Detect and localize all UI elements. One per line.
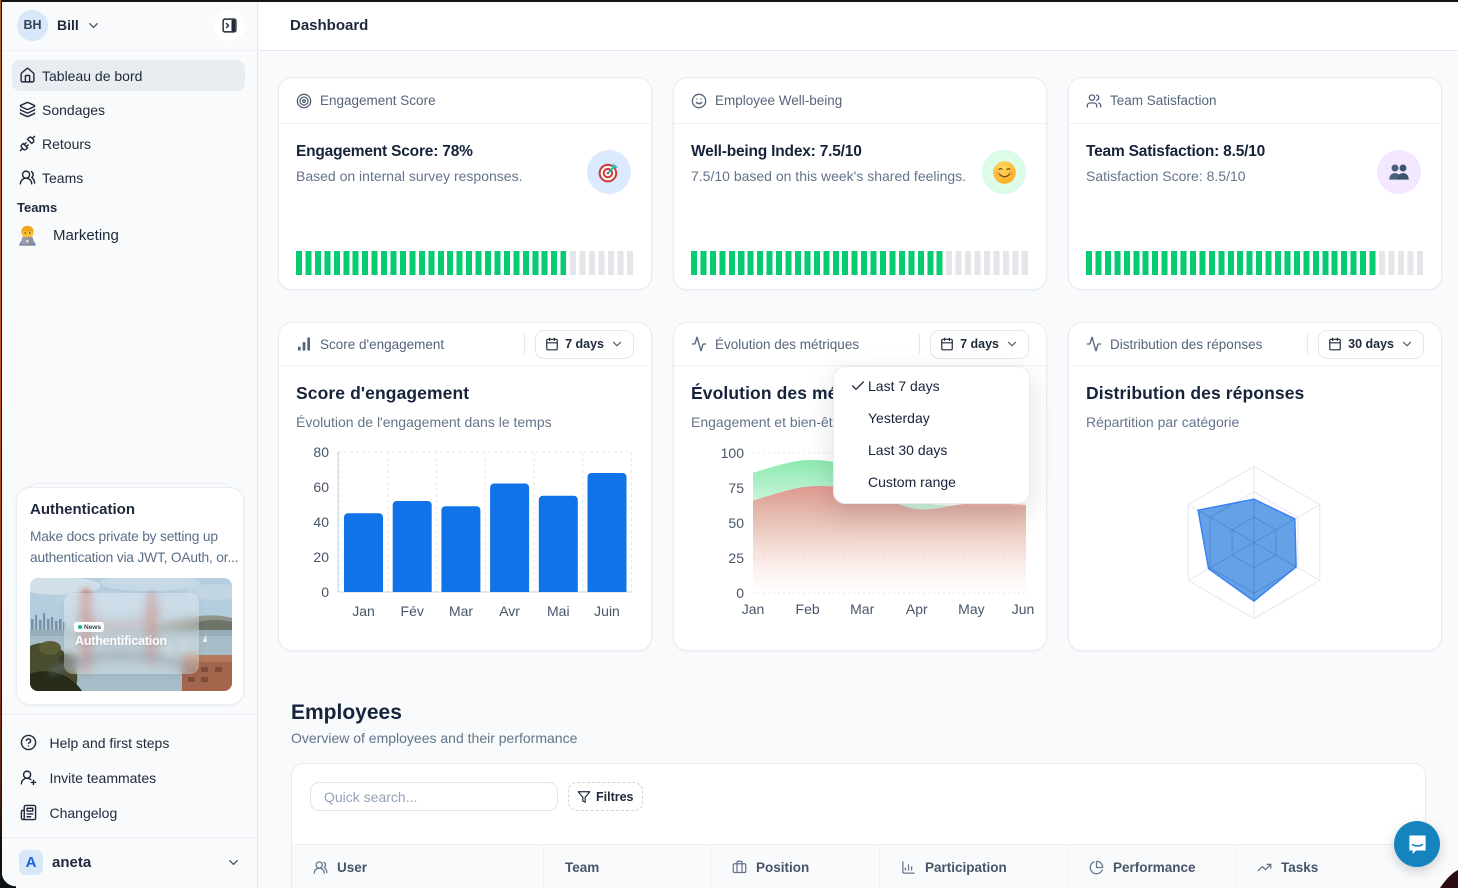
svg-text:Mai: Mai: [547, 603, 570, 619]
svg-text:Feb: Feb: [796, 601, 820, 617]
svg-text:0: 0: [321, 584, 329, 600]
svg-text:Avr: Avr: [499, 603, 520, 619]
svg-text:0: 0: [736, 585, 744, 601]
svg-text:Juin: Juin: [594, 603, 620, 619]
svg-text:50: 50: [728, 515, 744, 531]
svg-text:75: 75: [728, 480, 744, 496]
svg-text:40: 40: [313, 514, 329, 530]
svg-text:25: 25: [728, 550, 744, 566]
svg-text:Jan: Jan: [742, 601, 765, 617]
svg-text:Mar: Mar: [850, 601, 874, 617]
svg-text:Jan: Jan: [352, 603, 375, 619]
svg-text:100: 100: [721, 445, 745, 461]
svg-text:May: May: [958, 601, 984, 617]
svg-text:Jun: Jun: [1012, 601, 1035, 617]
svg-text:80: 80: [313, 444, 329, 460]
svg-text:60: 60: [313, 479, 329, 495]
svg-text:20: 20: [313, 549, 329, 565]
svg-text:Fév: Fév: [401, 603, 424, 619]
svg-text:Mar: Mar: [449, 603, 473, 619]
svg-text:Apr: Apr: [906, 601, 928, 617]
